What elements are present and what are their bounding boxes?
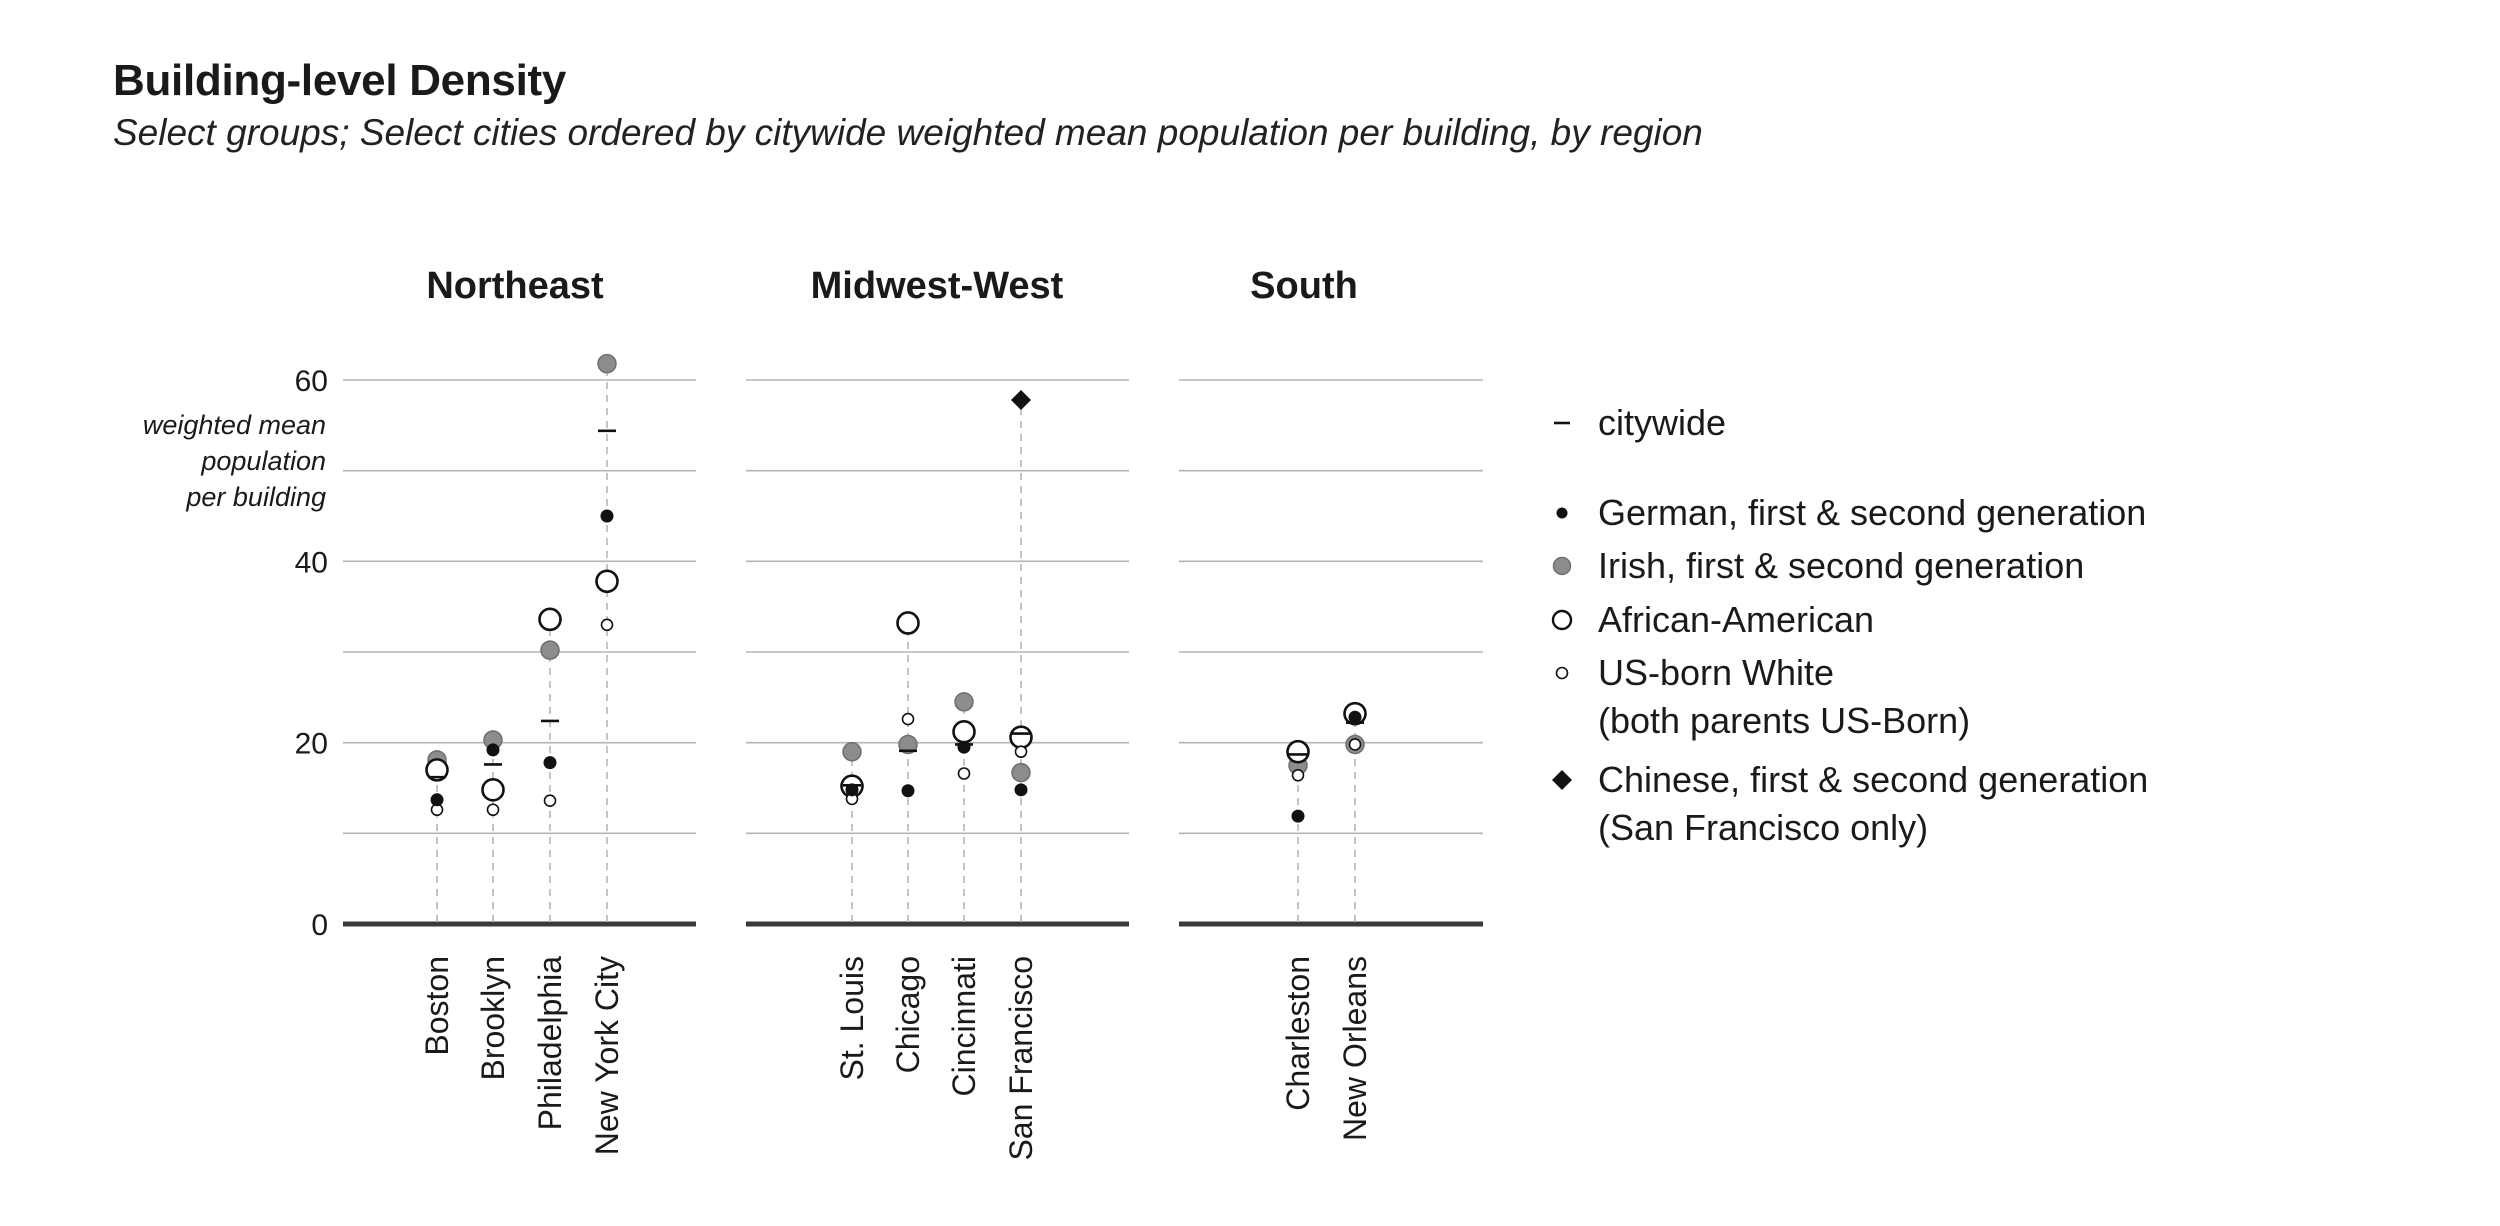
us-born-white-marker bbox=[957, 767, 971, 780]
city-label: Philadelphia bbox=[532, 956, 568, 1131]
legend-item-irish: Irish, first & second generation bbox=[1552, 545, 2084, 586]
y-axis-label: population bbox=[200, 446, 326, 476]
legend-label: African-American bbox=[1598, 599, 1874, 640]
panel-midwest-west: Midwest-West St. Louis Chicago Cincinnati Sa… bbox=[746, 265, 1129, 1161]
city-philadelphia: Philadelphia bbox=[532, 607, 568, 1131]
us-born-white-marker bbox=[1348, 738, 1362, 751]
legend-item-african-american: African-American bbox=[1551, 599, 1874, 640]
legend-label: citywide bbox=[1598, 402, 1726, 443]
legend-item-citywide: citywide bbox=[1554, 402, 1726, 443]
african-american-marker bbox=[425, 758, 449, 782]
city-st-louis: St. Louis bbox=[834, 741, 870, 1081]
legend-label: (both parents US-Born) bbox=[1598, 700, 1970, 741]
panel-northeast: Northeast Boston Brooklyn Philadelphia New Y… bbox=[343, 265, 696, 1155]
african-american-marker bbox=[1286, 739, 1310, 764]
legend-item-us-born-white: US-born White (both parents US-Born) bbox=[1555, 652, 1970, 741]
panel-title: South bbox=[1250, 265, 1358, 307]
city-label: Charleston bbox=[1280, 956, 1316, 1111]
german-marker bbox=[957, 740, 971, 754]
legend-label: German, first & second generation bbox=[1598, 492, 2146, 533]
african-american-marker bbox=[481, 778, 505, 802]
irish-marker bbox=[597, 353, 617, 374]
y-axis-label: per building bbox=[185, 482, 326, 512]
legend-label: US-born White bbox=[1598, 652, 1834, 693]
y-tick-label: 60 bbox=[295, 365, 328, 398]
legend-german-marker bbox=[1556, 507, 1568, 519]
legend-label: Chinese, first & second generation bbox=[1598, 759, 2148, 800]
legend-label: Irish, first & second generation bbox=[1598, 545, 2084, 586]
city-label: San Francisco bbox=[1003, 956, 1039, 1161]
legend-us-born-white-marker bbox=[1555, 666, 1569, 680]
chart-subtitle: Select groups; Select cities ordered by … bbox=[113, 112, 1703, 153]
city-chicago: Chicago bbox=[890, 611, 926, 1073]
african-american-marker bbox=[952, 719, 976, 744]
legend-item-german: German, first & second generation bbox=[1556, 492, 2146, 533]
city-label: Boston bbox=[419, 956, 455, 1056]
us-born-white-marker bbox=[1291, 769, 1305, 782]
us-born-white-marker bbox=[1014, 745, 1028, 759]
african-american-marker bbox=[595, 569, 619, 594]
chinese-marker bbox=[1011, 389, 1031, 410]
city-cincinnati: Cincinnati bbox=[946, 692, 982, 1097]
panel-south: South Charleston New Orleans bbox=[1179, 265, 1483, 1141]
city-new-york-city: New York City bbox=[589, 353, 625, 1155]
panel-title: Midwest-West bbox=[811, 265, 1064, 307]
chart-title: Building-level Density bbox=[113, 56, 567, 105]
german-marker bbox=[1348, 710, 1362, 724]
irish-marker bbox=[954, 692, 974, 712]
city-new-orleans: New Orleans bbox=[1337, 701, 1373, 1141]
african-american-marker bbox=[538, 607, 562, 632]
german-marker bbox=[600, 509, 614, 523]
city-label: New Orleans bbox=[1337, 956, 1373, 1141]
city-charleston: Charleston bbox=[1280, 739, 1316, 1111]
legend-label: (San Francisco only) bbox=[1598, 807, 1928, 848]
german-marker bbox=[486, 743, 500, 757]
us-born-white-marker bbox=[486, 803, 500, 817]
y-axis-label: weighted mean bbox=[143, 410, 326, 440]
german-marker bbox=[1014, 783, 1028, 797]
us-born-white-marker bbox=[901, 712, 915, 726]
irish-marker bbox=[540, 640, 560, 660]
y-tick-label: 40 bbox=[295, 546, 328, 579]
y-tick-label: 0 bbox=[311, 909, 328, 942]
legend-irish-marker bbox=[1552, 556, 1572, 576]
african-american-marker bbox=[896, 611, 920, 635]
y-tick-label: 20 bbox=[295, 728, 328, 761]
german-marker bbox=[543, 756, 557, 770]
german-marker bbox=[430, 793, 444, 807]
city-san-francisco: San Francisco bbox=[1003, 389, 1039, 1161]
german-marker bbox=[1291, 809, 1305, 823]
city-brooklyn: Brooklyn bbox=[475, 730, 511, 1081]
city-boston: Boston bbox=[419, 750, 455, 1056]
city-label: St. Louis bbox=[834, 956, 870, 1081]
irish-marker bbox=[1011, 762, 1031, 783]
us-born-white-marker bbox=[600, 618, 614, 632]
african-american-marker bbox=[1009, 725, 1033, 750]
city-label: Cincinnati bbox=[946, 956, 982, 1097]
legend-item-chinese: Chinese, first & second generation (San F… bbox=[1552, 759, 2148, 848]
legend-african-american-marker bbox=[1551, 609, 1573, 631]
legend: citywide German, first & second generatio… bbox=[1551, 402, 2148, 848]
irish-marker bbox=[842, 741, 862, 762]
german-marker bbox=[901, 784, 915, 798]
legend-chinese-marker bbox=[1552, 770, 1572, 790]
us-born-white-marker bbox=[543, 794, 557, 807]
irish-marker bbox=[898, 734, 918, 755]
panel-title: Northeast bbox=[426, 265, 604, 307]
city-label: New York City bbox=[589, 956, 625, 1155]
city-label: Chicago bbox=[890, 956, 926, 1073]
city-label: Brooklyn bbox=[475, 956, 511, 1081]
